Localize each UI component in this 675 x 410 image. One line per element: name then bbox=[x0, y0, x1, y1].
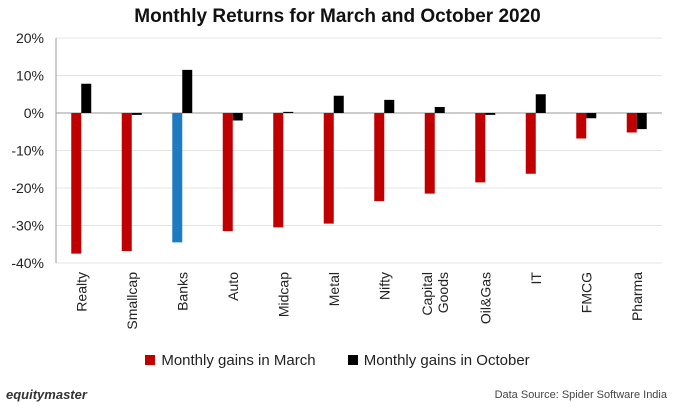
legend-swatch-october bbox=[347, 355, 358, 365]
y-tick-label: -10% bbox=[11, 143, 44, 159]
x-axis-labels: Realty Smallcap Banks Auto Midcap Metal Nifty C… bbox=[73, 272, 645, 330]
y-tick-label: 10% bbox=[16, 68, 44, 84]
x-tick-label-line: Auto bbox=[225, 272, 241, 301]
bar-march bbox=[475, 113, 486, 183]
bar-march bbox=[273, 113, 284, 228]
bar-october bbox=[283, 111, 294, 113]
legend-item-march: Monthly gains in March bbox=[145, 352, 316, 369]
bar-march bbox=[121, 113, 132, 251]
legend-label-march: Monthly gains in March bbox=[161, 352, 316, 369]
bar-october bbox=[636, 113, 647, 130]
x-tick-label-line: IT bbox=[528, 272, 544, 285]
bar-march bbox=[424, 113, 435, 194]
x-tick-label: Midcap bbox=[275, 272, 291, 317]
bar-march bbox=[374, 113, 385, 202]
bar-march bbox=[71, 113, 82, 254]
x-tick-label: IT bbox=[528, 272, 544, 285]
x-tick-label: Pharma bbox=[629, 272, 645, 321]
x-tick-label: FMCG bbox=[578, 272, 594, 313]
bar-october bbox=[333, 95, 344, 113]
x-tick-label: Capital Goods bbox=[419, 272, 451, 316]
x-tick-label-line: Realty bbox=[73, 272, 89, 312]
x-tick-label-line: Goods bbox=[435, 272, 451, 313]
x-tick-label: Auto bbox=[225, 272, 241, 301]
legend-item-october: Monthly gains in October bbox=[347, 352, 530, 369]
bar-october bbox=[384, 99, 395, 113]
bar-october bbox=[535, 94, 546, 113]
legend-swatch-march bbox=[145, 355, 156, 365]
x-tick-label: Metal bbox=[326, 272, 342, 306]
x-tick-label-line: Metal bbox=[326, 272, 342, 306]
x-tick-label: Oil&Gas bbox=[477, 272, 493, 324]
x-tick-label-line: Nifty bbox=[376, 272, 392, 300]
x-tick-label-line: Midcap bbox=[275, 272, 291, 317]
bar-october bbox=[182, 69, 193, 113]
y-tick-label: 0% bbox=[24, 105, 44, 121]
x-tick-label-line: Pharma bbox=[629, 272, 645, 321]
bar-october bbox=[131, 113, 142, 115]
x-tick-label-line: Capital bbox=[419, 272, 435, 316]
bar-march bbox=[576, 113, 587, 139]
brand-logo-text: equitymaster bbox=[6, 387, 87, 402]
y-axis-ticks: 20% 10% 0% -10% -20% -30% -40% bbox=[11, 30, 44, 271]
x-tick-label: Nifty bbox=[376, 272, 392, 300]
x-tick-label: Banks bbox=[174, 272, 190, 311]
y-tick-label: -40% bbox=[11, 255, 44, 271]
bar-october bbox=[586, 113, 597, 119]
x-tick-label: Smallcap bbox=[124, 272, 140, 330]
legend-label-october: Monthly gains in October bbox=[363, 352, 530, 369]
gridlines bbox=[55, 37, 662, 264]
x-tick-label-line: FMCG bbox=[578, 272, 594, 313]
x-tick-label-line: Banks bbox=[174, 272, 190, 311]
bar-october bbox=[434, 107, 445, 113]
bar-march bbox=[626, 113, 637, 133]
bar-march bbox=[323, 113, 334, 224]
bar-march bbox=[525, 113, 536, 174]
y-tick-label: 20% bbox=[16, 30, 44, 46]
data-source-note: Data Source: Spider Software India bbox=[494, 389, 667, 401]
y-tick-label: -20% bbox=[11, 180, 44, 196]
x-tick-label: Realty bbox=[73, 272, 89, 312]
bar-march bbox=[172, 113, 183, 243]
x-tick-label-line: Oil&Gas bbox=[477, 272, 493, 324]
x-tick-label-line: Smallcap bbox=[124, 272, 140, 330]
y-tick-label: -30% bbox=[11, 218, 44, 234]
bar-october bbox=[485, 113, 496, 115]
bars bbox=[71, 69, 647, 254]
bar-march bbox=[222, 113, 233, 232]
bar-october bbox=[232, 113, 243, 121]
chart-title: Monthly Returns for March and October 20… bbox=[134, 6, 541, 27]
bar-october bbox=[81, 83, 92, 113]
legend: Monthly gains in March Monthly gains in … bbox=[0, 352, 675, 369]
